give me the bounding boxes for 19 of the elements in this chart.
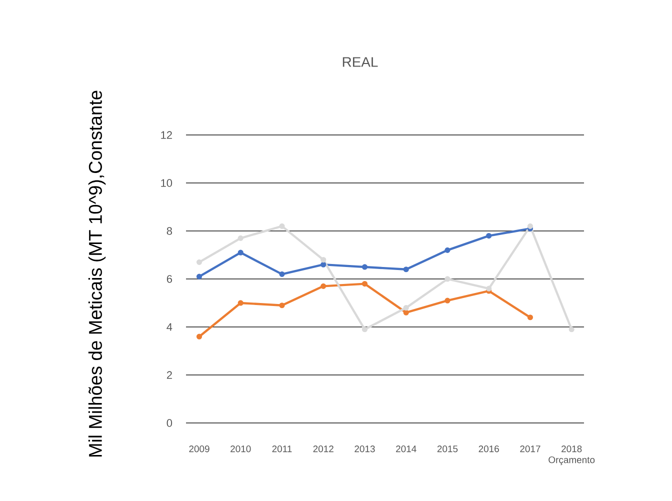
x-tick-label: 2009 [189,446,210,452]
y-tick-label: 4 [166,323,172,331]
x-tick-label: 2015 [437,446,458,452]
y-tick-label: 6 [166,275,172,283]
x-tick-label: 2011 [272,446,292,452]
chart-title: REAL [342,57,378,67]
x-tick-label: 2013 [354,446,375,452]
x-tick-label: 2012 [313,446,334,452]
y-tick-label: 2 [166,371,172,379]
x-tick-label: 2010 [230,446,251,452]
x-tick-label: 2017 [520,446,540,452]
x-tick-label: 2018 Orçamento [548,446,595,466]
y-tick-label: 8 [166,227,172,235]
y-tick-label: 12 [161,131,172,139]
x-tick-label: 2016 [478,446,499,452]
x-tick-label: 2014 [396,446,416,452]
y-tick-label: 0 [166,419,172,427]
y-tick-label: 10 [161,179,172,187]
y-axis-title: Mil Milhões de Meticais (MT 10^9),Constante [88,90,106,457]
